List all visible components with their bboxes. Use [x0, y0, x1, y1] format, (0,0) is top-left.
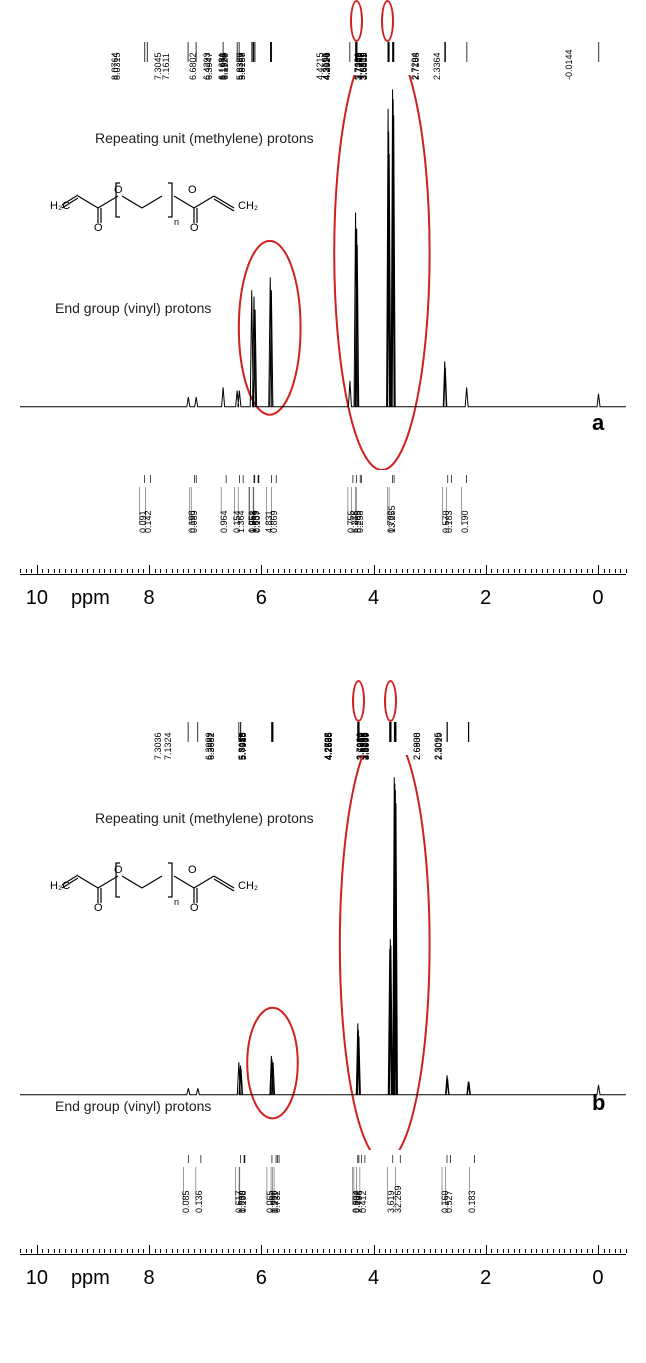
spectrum-trace [20, 777, 626, 1094]
peak-label-circle [350, 0, 363, 42]
axis-tick-label: 10 [26, 1267, 48, 1290]
peak-label-circle [384, 680, 397, 722]
axis-labels-a: 10 8 6 4 2 0 ppm [20, 587, 626, 617]
axis-tick-label: 2 [480, 1267, 491, 1290]
axis-tick-label: 8 [143, 587, 154, 610]
panel-letter-a: a [592, 410, 604, 436]
axis-tick-label: 10 [26, 587, 48, 610]
spectrum-b [0, 755, 646, 1150]
axis-tick-label: 0 [592, 587, 603, 610]
axis-tick-label: 6 [256, 587, 267, 610]
spectrum-trace [20, 89, 626, 406]
axis-ruler-a [20, 565, 626, 585]
integrals-b: 0.0850.1360.1980.6171.0301.2110.0650.990… [0, 1155, 646, 1225]
axis-tick-label: 2 [480, 587, 491, 610]
spectrum-a [0, 75, 646, 470]
peak-label-circle [381, 0, 394, 42]
panel-letter-b: b [592, 1090, 605, 1116]
highlight-ellipse [340, 755, 430, 1150]
axis-unit-label: ppm [71, 587, 110, 610]
axis-ruler-b [20, 1245, 626, 1265]
axis-tick-label: 6 [256, 1267, 267, 1290]
peak-tickrow-a [0, 42, 646, 72]
peak-label-circle [352, 680, 365, 722]
axis-tick-label: 4 [368, 1267, 379, 1290]
axis-tick-label: 4 [368, 587, 379, 610]
axis-tick-label: 0 [592, 1267, 603, 1290]
axis-unit-label: ppm [71, 1267, 110, 1290]
peak-tickrow-b [0, 722, 646, 752]
axis-labels-b: 10 8 6 4 2 0 ppm [20, 1267, 626, 1297]
integrals-a: 0.0910.1420.1980.0890.9641.3640.1541.858… [0, 475, 646, 545]
axis-tick-label: 8 [143, 1267, 154, 1290]
highlight-ellipse [334, 75, 429, 470]
